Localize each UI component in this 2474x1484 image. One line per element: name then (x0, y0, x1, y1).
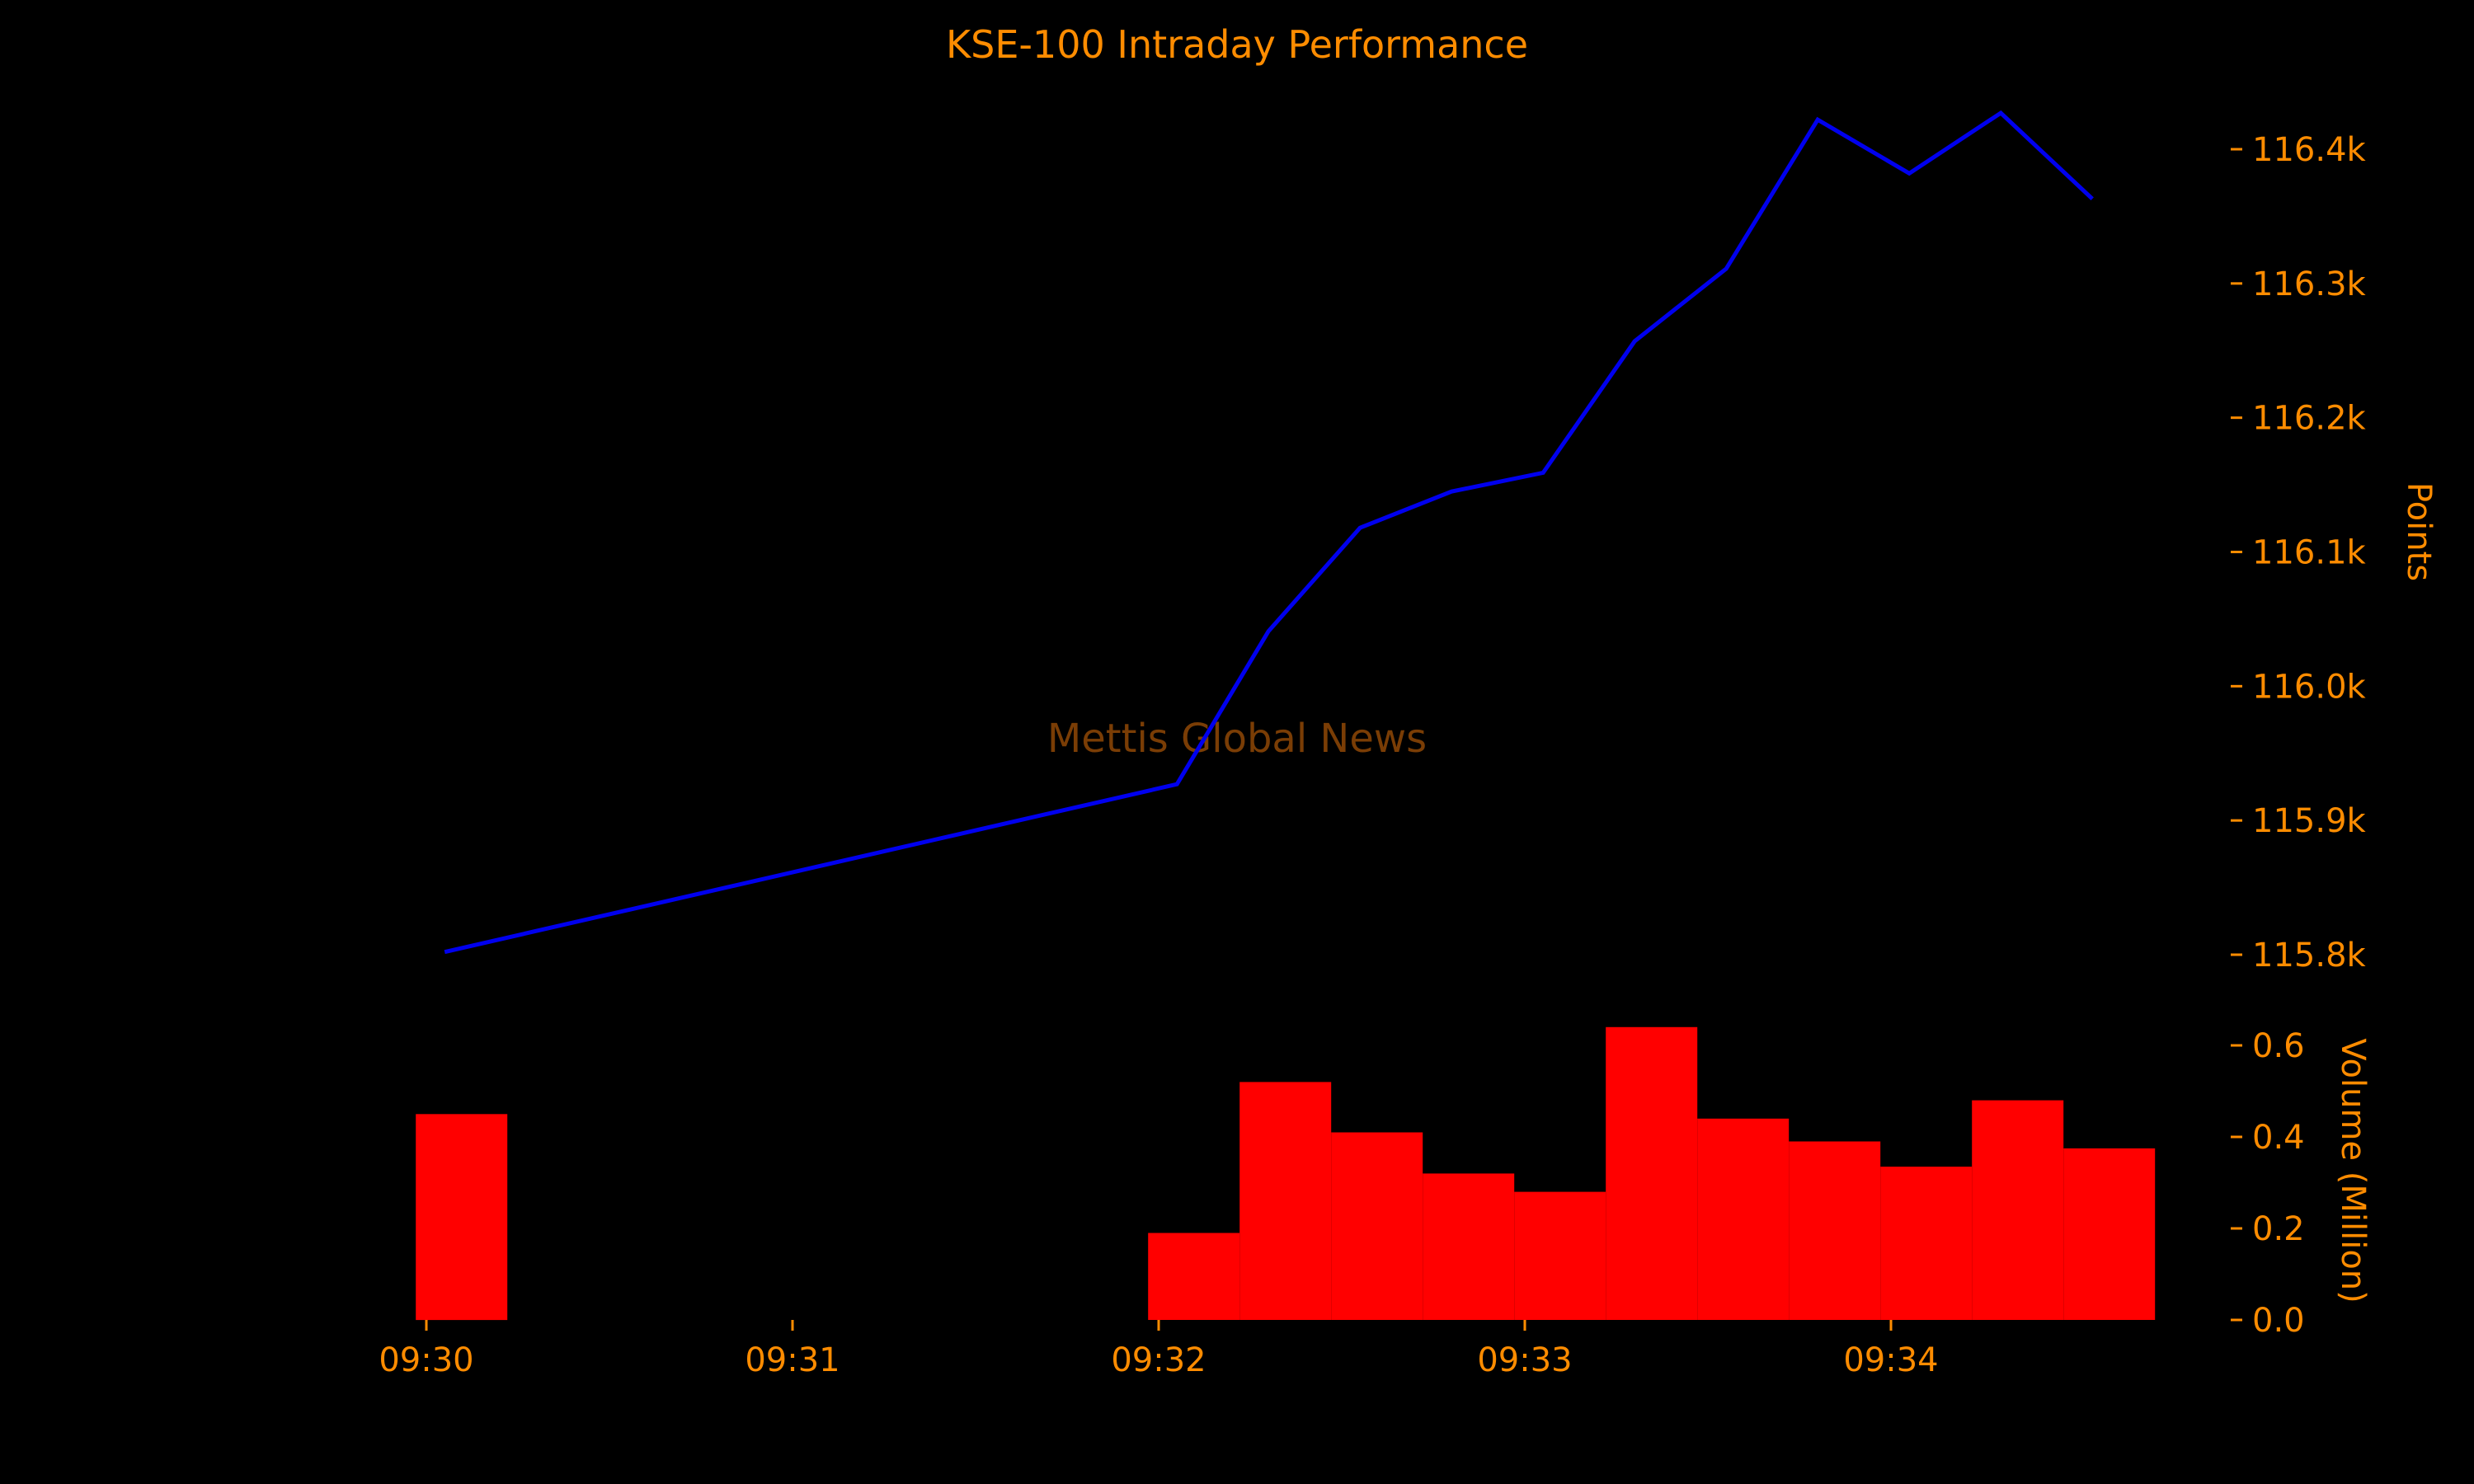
volume-panel: 0.0 0.2 0.4 0.6 (416, 1026, 2305, 1340)
chart-title: KSE-100 Intraday Performance (946, 22, 1528, 67)
volume-bar (1331, 1132, 1423, 1320)
volume-bar (1972, 1100, 2064, 1320)
price-tick-label: 116.3k (2252, 265, 2367, 303)
price-tick-label: 116.1k (2252, 534, 2367, 572)
volume-bar (1606, 1026, 1698, 1320)
volume-tick-label: 0.2 (2252, 1210, 2305, 1248)
volume-bar (1697, 1118, 1790, 1320)
price-panel: 115.8k 115.9k 116.0k 116.1k 116.2k 116.3k 116.… (444, 110, 2367, 974)
price-tick-label: 116.0k (2252, 668, 2367, 706)
volume-bar (416, 1114, 508, 1321)
volume-tick-label: 0.0 (2252, 1302, 2305, 1340)
x-tick-label: 09:31 (745, 1341, 840, 1379)
volume-tick-label: 0.6 (2252, 1027, 2305, 1065)
volume-bar (1423, 1173, 1515, 1320)
x-tick-label: 09:34 (1843, 1341, 1938, 1379)
volume-bar (1789, 1141, 1881, 1320)
volume-bar (1148, 1233, 1240, 1320)
volume-bar (1514, 1191, 1606, 1320)
x-tick-label: 09:32 (1111, 1341, 1206, 1379)
volume-bar (2063, 1148, 2156, 1320)
x-tick-label: 09:33 (1477, 1341, 1572, 1379)
watermark-text: Mettis Global News (1047, 716, 1427, 762)
price-tick-label: 115.9k (2252, 802, 2367, 840)
price-tick-label: 116.4k (2252, 131, 2367, 169)
volume-tick-label: 0.4 (2252, 1119, 2305, 1157)
volume-bar (1239, 1082, 1332, 1320)
volume-axis-label: Volume (Million) (2334, 1038, 2372, 1303)
price-line (444, 110, 2094, 955)
x-tick-label: 09:30 (379, 1341, 473, 1379)
price-tick-label: 115.8k (2252, 937, 2367, 974)
price-axis-label: Points (2400, 482, 2438, 581)
x-axis: 09:30 09:31 09:32 09:33 09:34 (379, 1320, 1939, 1379)
price-tick-label: 116.2k (2252, 400, 2367, 438)
volume-bar (1880, 1167, 1973, 1320)
